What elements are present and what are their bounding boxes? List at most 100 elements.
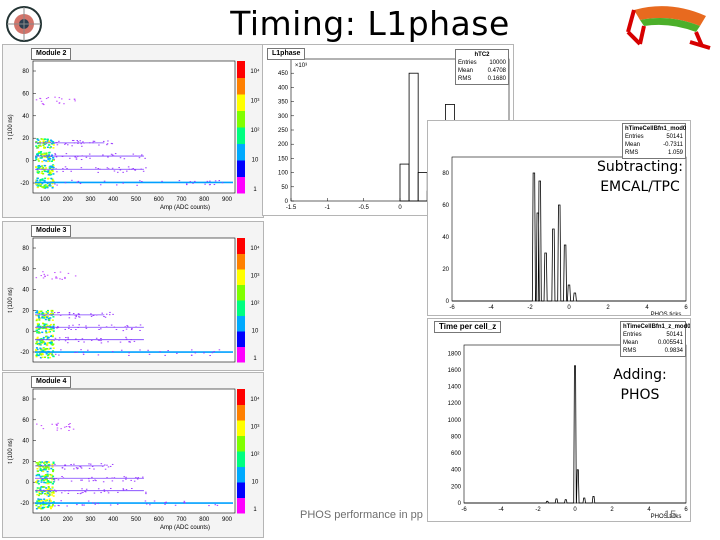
bin-cell	[64, 143, 66, 145]
bin-cell	[113, 326, 116, 328]
bin-cell	[42, 166, 45, 169]
bin-cell	[75, 158, 78, 160]
bin-cell	[159, 351, 161, 353]
bin-cell	[52, 165, 55, 167]
bin-cell	[49, 146, 52, 149]
bin-cell	[39, 347, 42, 350]
bin-cell	[74, 352, 76, 354]
bin-cell	[47, 140, 50, 143]
bin-cell	[52, 166, 55, 169]
module3-label: Module 3	[31, 225, 72, 237]
bin-cell	[35, 474, 38, 477]
x-tick-label: 6	[684, 305, 688, 311]
bin-cell	[42, 271, 44, 273]
bin-cell	[37, 325, 40, 328]
y-tick-label: 450	[278, 71, 289, 77]
bin-cell	[218, 349, 221, 351]
bin-cell	[131, 487, 133, 489]
bin-cell	[45, 160, 48, 162]
bin-cell	[37, 152, 40, 155]
bin-cell	[164, 503, 166, 505]
y-tick-label: 80	[442, 171, 449, 177]
bin-cell	[42, 336, 45, 339]
bin-cell	[73, 468, 75, 470]
bin-cell	[51, 140, 54, 142]
bin-cell	[90, 313, 92, 315]
bin-cell	[131, 328, 133, 330]
x-tick-label: 600	[154, 517, 165, 523]
bin-cell	[63, 468, 66, 470]
y-tick-label: 40	[22, 288, 29, 294]
bin-cell	[50, 335, 53, 337]
bin-cell	[87, 500, 90, 502]
bin-cell	[142, 476, 144, 478]
bin-cell	[38, 151, 41, 153]
bin-cell	[37, 354, 40, 357]
bin-cell	[133, 340, 136, 342]
bin-cell	[44, 276, 46, 278]
x-tick-label: 300	[85, 517, 96, 523]
bin-cell	[40, 153, 43, 155]
bin-cell	[135, 477, 137, 479]
y-tick-label: 40	[22, 114, 29, 120]
bin-cell	[48, 160, 51, 162]
bin-cell	[47, 184, 50, 187]
bin-cell	[45, 499, 48, 501]
bin-cell	[47, 357, 50, 359]
bin-cell	[54, 353, 57, 355]
bin-cell	[37, 501, 40, 503]
bin-cell	[36, 481, 39, 483]
bin-cell	[128, 341, 131, 343]
bin-cell	[117, 171, 119, 173]
color-scale-step	[237, 253, 245, 270]
bin-cell	[174, 504, 177, 506]
bin-cell	[36, 493, 39, 496]
z-tick-label: 10	[252, 329, 259, 335]
bin-cell	[43, 104, 45, 106]
z-tick-label: 1	[253, 507, 257, 513]
bin-cell	[80, 479, 82, 481]
y-axis-label: t (100 ns)	[8, 114, 14, 139]
bin-cell	[43, 498, 46, 500]
bin-cell	[39, 185, 42, 188]
bin-cell	[117, 491, 119, 493]
bin-cell	[49, 506, 52, 508]
x-tick-label: 500	[131, 517, 142, 523]
bin-cell	[43, 179, 46, 182]
bin-cell	[52, 323, 55, 326]
bin-cell	[41, 186, 44, 188]
bin-cell	[37, 462, 40, 464]
bin-cell	[51, 335, 54, 338]
bin-cell	[135, 155, 137, 157]
annotation-line: EMCAL/TPC	[600, 179, 680, 195]
histogram-line	[464, 365, 686, 504]
bin-cell	[46, 170, 49, 173]
bin-cell	[47, 482, 50, 485]
bin-cell	[39, 140, 42, 143]
bin-cell	[64, 464, 66, 466]
bin-cell	[62, 477, 65, 479]
bin-cell	[36, 487, 39, 489]
bin-cell	[37, 165, 40, 167]
bin-cell	[216, 504, 219, 506]
x-tick-label: 300	[85, 197, 96, 203]
bin-cell	[90, 315, 93, 317]
bin-cell	[61, 492, 63, 494]
bin-cell	[145, 503, 148, 505]
bin-cell	[81, 145, 83, 147]
bin-cell	[45, 476, 48, 478]
z-tick-label: 10³	[251, 274, 260, 280]
bin-cell	[52, 156, 55, 159]
bin-cell	[45, 503, 48, 505]
stat-label: Mean	[625, 142, 641, 148]
bin-cell	[49, 490, 52, 493]
bin-cell	[183, 502, 185, 504]
histogram-bar	[408, 72, 419, 202]
bin-cell	[119, 157, 122, 159]
bin-cell	[46, 155, 49, 158]
bin-cell	[77, 313, 80, 315]
bin-cell	[61, 156, 64, 158]
bin-cell	[54, 337, 57, 339]
bin-cell	[51, 310, 54, 313]
bin-cell	[36, 170, 39, 173]
